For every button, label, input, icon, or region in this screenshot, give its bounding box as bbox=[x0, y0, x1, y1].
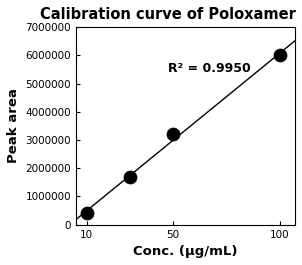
Point bbox=[170, 132, 175, 136]
Point bbox=[278, 53, 282, 58]
Point bbox=[84, 211, 89, 215]
Point bbox=[127, 175, 132, 179]
X-axis label: Conc. (μg/mL): Conc. (μg/mL) bbox=[133, 245, 238, 258]
Point bbox=[170, 132, 175, 136]
Point bbox=[278, 53, 282, 58]
Point bbox=[84, 211, 89, 215]
Text: R² = 0.9950: R² = 0.9950 bbox=[168, 62, 251, 75]
Point bbox=[127, 175, 132, 179]
Title: Calibration curve of Poloxamer 188: Calibration curve of Poloxamer 188 bbox=[40, 7, 302, 22]
Y-axis label: Peak area: Peak area bbox=[7, 89, 20, 164]
